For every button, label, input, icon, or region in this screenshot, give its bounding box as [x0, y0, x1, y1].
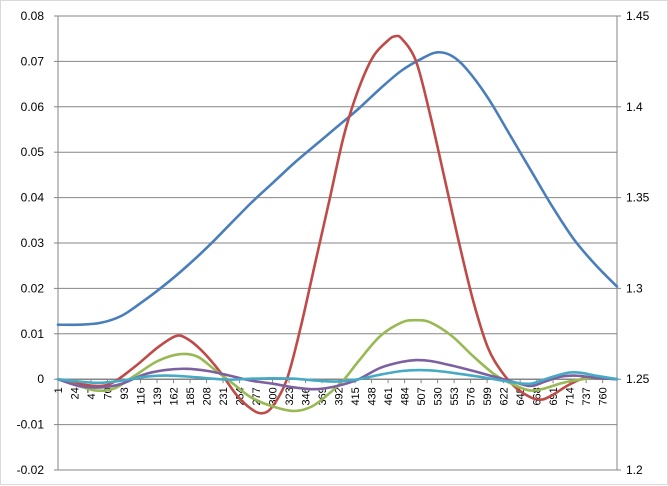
x-tick-label: 1: [53, 387, 65, 393]
x-axis: 1 24 47 70 93 116 139 162 185 208 231 254 277 300 323 3…: [53, 379, 610, 406]
series-line-5: [56, 368, 619, 386]
y-right-tick-label: 1.25: [626, 372, 650, 386]
x-tick-label: 415: [350, 387, 362, 405]
x-tick-label: 93: [119, 387, 131, 399]
y-left-tick-label: -0.01: [17, 418, 45, 432]
y-right-tick-label: 1.45: [626, 9, 650, 23]
y-right-axis: 1.2 1.25 1.3 1.35 1.4 1.45: [617, 9, 650, 477]
x-tick-label: 760: [598, 387, 610, 405]
y-left-tick-label: 0: [37, 372, 44, 386]
x-tick-label: 461: [383, 387, 395, 405]
y-right-tick-label: 1.35: [626, 191, 650, 205]
x-tick-label: 530: [433, 387, 445, 405]
x-tick-label: 507: [416, 387, 428, 405]
x-tick-label: 231: [218, 387, 230, 405]
y-left-tick-label: 0.04: [21, 191, 45, 205]
x-tick-label: 645: [515, 387, 527, 405]
y-left-tick-label: 0.07: [21, 54, 45, 68]
x-tick-label: 599: [482, 387, 494, 405]
y-right-tick-label: 1.2: [626, 463, 643, 477]
y-right-tick-label: 1.4: [626, 100, 643, 114]
x-tick-label: 737: [581, 387, 593, 405]
y-left-tick-label: 0.06: [21, 100, 45, 114]
series-line-2: [56, 34, 619, 415]
series-line-3: [56, 318, 619, 413]
x-tick-label: 24: [70, 387, 82, 399]
x-tick-label: 139: [152, 387, 164, 405]
x-tick-label: 622: [499, 387, 511, 405]
series-lines: [56, 34, 619, 415]
x-tick-label: 208: [202, 387, 214, 405]
series-line-1: [56, 50, 619, 327]
x-tick-label: 553: [449, 387, 461, 405]
x-tick-label: 576: [466, 387, 478, 405]
y-right-tick-label: 1.3: [626, 281, 643, 295]
x-tick-label: 162: [169, 387, 181, 405]
y-left-axis: -0.02 -0.01 0 0.01 0.02 0.03 0.04 0.05 0.06 0.07 0…: [17, 9, 58, 477]
x-tick-label: 438: [367, 387, 379, 405]
x-tick-label: 323: [284, 387, 296, 405]
x-tick-label: 392: [334, 387, 346, 405]
x-tick-label: 116: [136, 387, 148, 405]
gridlines: [58, 15, 617, 471]
y-left-tick-label: 0.03: [21, 236, 45, 250]
y-left-tick-label: 0.08: [21, 9, 45, 23]
x-tick-label: 714: [565, 387, 577, 405]
y-left-tick-label: 0.02: [21, 281, 45, 295]
x-tick-label: 185: [185, 387, 197, 405]
y-left-tick-label: 0.05: [21, 145, 45, 159]
y-left-tick-label: 0.01: [21, 327, 45, 341]
series-line-4: [56, 358, 619, 391]
x-tick-label: 346: [301, 387, 313, 405]
x-tick-label: 484: [400, 387, 412, 405]
y-left-tick-label: -0.02: [17, 463, 45, 477]
